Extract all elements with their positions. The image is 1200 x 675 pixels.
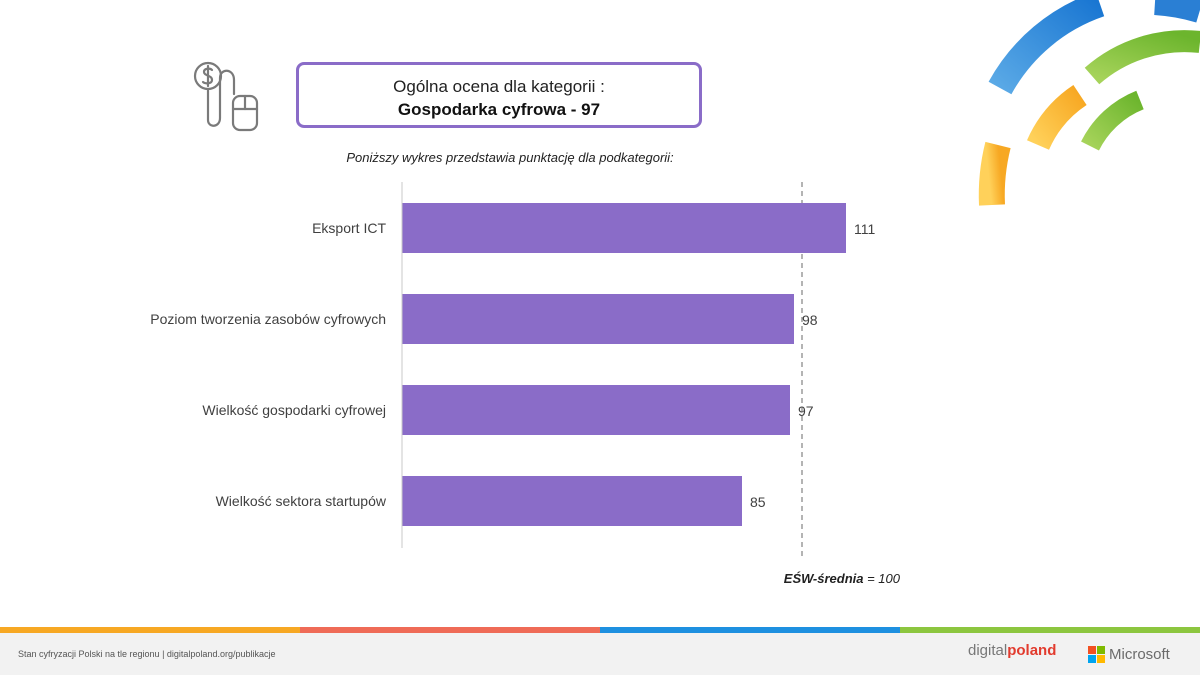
category-label: Poziom tworzenia zasobów cyfrowych [150, 311, 386, 327]
microsoft-windows-icon [1088, 645, 1105, 663]
category-label: Wielkość sektora startupów [216, 493, 387, 509]
data-label: 85 [750, 494, 766, 510]
footer-stripe-green [900, 627, 1200, 633]
category-title-box: Ogólna ocena dla kategorii : Gospodarka … [296, 62, 702, 128]
microsoft-logo-text: Microsoft [1109, 645, 1170, 663]
title-line1: Ogólna ocena dla kategorii : [393, 77, 605, 96]
average-label: EŚW-średnia [783, 571, 864, 586]
title-line2: Gospodarka cyfrowa - 97 [397, 100, 601, 119]
category-label: Wielkość gospodarki cyfrowej [202, 402, 386, 418]
bar [402, 476, 742, 526]
data-label: 97 [798, 403, 814, 419]
footer: Stan cyfryzacji Polski na tle regionu | … [0, 633, 1200, 675]
bar [402, 294, 794, 344]
digitalpoland-logo-light: digital [968, 642, 1008, 659]
bar [402, 203, 846, 253]
data-label: 111 [854, 221, 875, 237]
average-note: EŚW-średnia = 100 [700, 571, 900, 586]
data-label: 98 [802, 312, 818, 328]
digitalpoland-logo: digitalpoland [968, 642, 1056, 659]
category-label: Eksport ICT [312, 220, 386, 236]
bar-chart: Eksport ICT 111 Poziom tworzenia zasobów c… [150, 182, 875, 558]
chart-subtitle: Poniższy wykres przedstawia punktację dl… [346, 150, 674, 165]
colored-arcs-decoration [978, 0, 1200, 206]
money-mouse-icon [193, 61, 259, 132]
footer-text: Stan cyfryzacji Polski na tle regionu | … [18, 649, 276, 659]
bar [402, 385, 790, 435]
footer-stripe-red [300, 627, 600, 633]
average-value: = 100 [863, 571, 900, 586]
digitalpoland-logo-bold: poland [1007, 642, 1057, 659]
microsoft-logo: Microsoft [1088, 645, 1170, 663]
footer-stripe-orange [0, 627, 300, 633]
footer-stripe-blue [600, 627, 900, 633]
